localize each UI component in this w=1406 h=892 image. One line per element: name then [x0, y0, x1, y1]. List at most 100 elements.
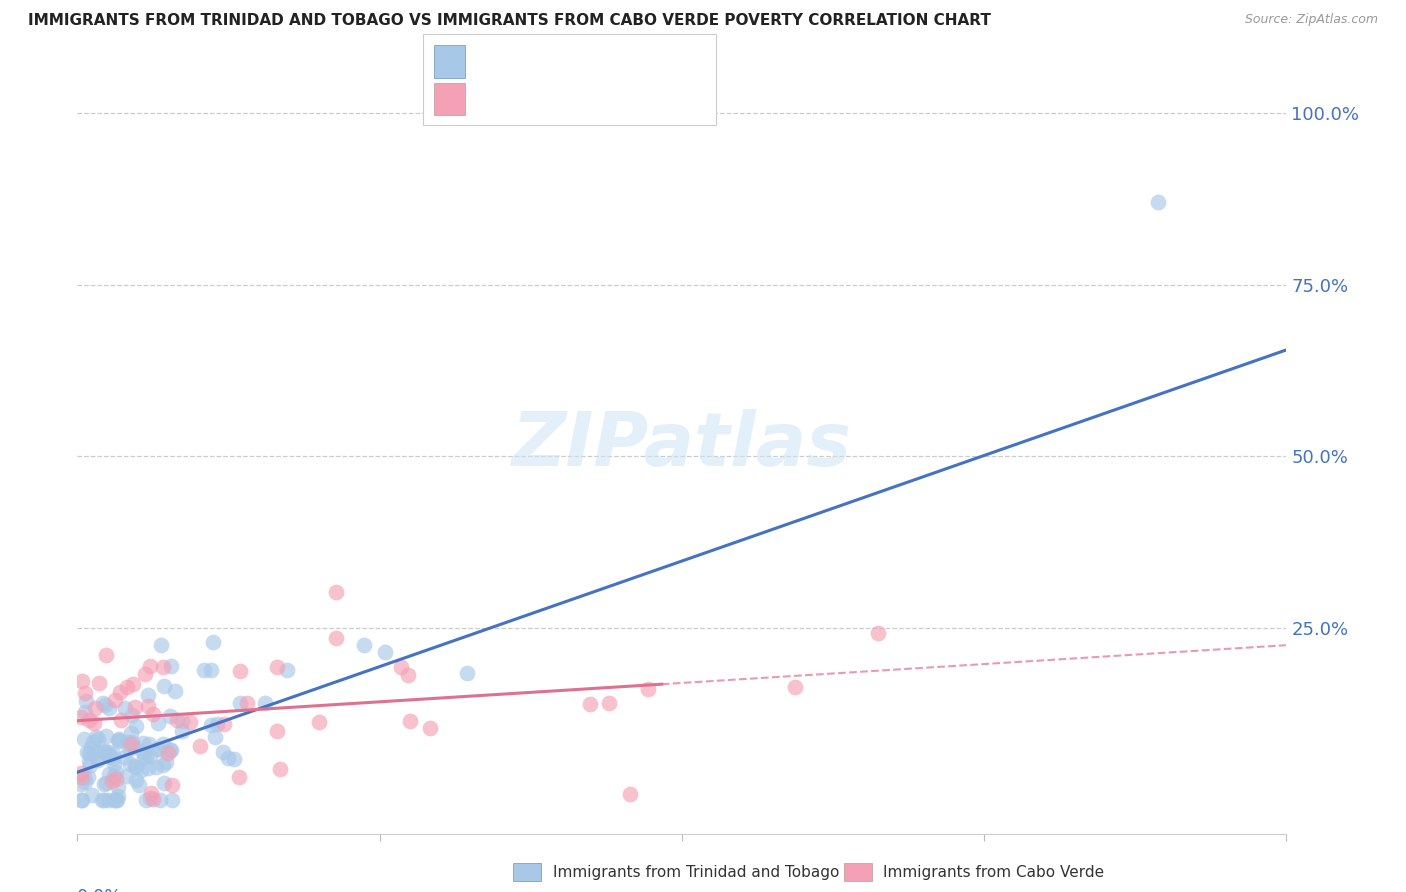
Point — [163, 684, 186, 698]
Point — [97, 793, 120, 807]
Point — [100, 773, 122, 788]
Point — [98, 701, 121, 715]
Point — [94, 729, 117, 743]
Point — [101, 747, 124, 762]
Point — [105, 793, 128, 807]
Point — [117, 680, 139, 694]
Point — [134, 751, 156, 765]
Point — [84, 744, 107, 758]
Point — [108, 734, 131, 748]
Point — [93, 793, 115, 807]
Point — [160, 778, 183, 792]
Point — [125, 772, 148, 787]
Point — [212, 717, 235, 731]
Point — [104, 693, 127, 707]
Point — [94, 744, 117, 758]
Point — [159, 743, 181, 757]
Point — [150, 638, 173, 652]
Point — [160, 793, 183, 807]
Point — [160, 658, 183, 673]
Point — [269, 762, 291, 776]
Point — [124, 759, 146, 773]
Text: Source: ZipAtlas.com: Source: ZipAtlas.com — [1244, 13, 1378, 27]
Point — [152, 659, 174, 673]
Point — [90, 793, 112, 807]
Point — [325, 585, 347, 599]
Point — [70, 793, 93, 807]
Text: N =  51: N = 51 — [575, 90, 643, 108]
Point — [145, 760, 167, 774]
Point — [308, 715, 330, 730]
Point — [138, 750, 160, 764]
Point — [70, 709, 93, 723]
Point — [82, 734, 104, 748]
Point — [75, 775, 97, 789]
Point — [114, 700, 136, 714]
Text: R =: R = — [474, 90, 510, 108]
Point — [93, 745, 115, 759]
Point — [84, 731, 107, 745]
Point — [79, 758, 101, 772]
Point — [212, 745, 235, 759]
Point — [136, 761, 159, 775]
Point — [139, 786, 162, 800]
Point — [228, 770, 250, 784]
Point — [105, 772, 128, 786]
Point — [139, 791, 162, 805]
Point — [456, 665, 478, 680]
Text: Immigrants from Trinidad and Tobago: Immigrants from Trinidad and Tobago — [553, 865, 839, 880]
Point — [76, 770, 98, 784]
Point — [75, 694, 97, 708]
Point — [419, 721, 441, 735]
Point — [135, 793, 157, 807]
Point — [149, 793, 172, 807]
Point — [107, 731, 129, 746]
Point — [110, 713, 132, 727]
Point — [134, 666, 156, 681]
Point — [148, 742, 170, 756]
Point — [117, 735, 139, 749]
Point — [142, 792, 165, 806]
Point — [229, 696, 252, 710]
Text: 0.0%: 0.0% — [77, 888, 122, 892]
Point — [135, 749, 157, 764]
Point — [83, 716, 105, 731]
Point — [77, 754, 100, 768]
Point — [107, 789, 129, 803]
Point — [94, 698, 117, 713]
Point — [91, 696, 114, 710]
Point — [70, 766, 93, 780]
Point — [86, 731, 108, 746]
Point — [115, 769, 138, 783]
Point — [159, 708, 181, 723]
Point — [73, 732, 96, 747]
Point — [76, 745, 98, 759]
Point — [170, 723, 193, 738]
Point — [136, 699, 159, 714]
Point — [87, 753, 110, 767]
Point — [129, 763, 152, 777]
Point — [70, 770, 93, 784]
Point — [598, 696, 620, 710]
Point — [204, 730, 226, 744]
Point — [80, 788, 103, 802]
Point — [179, 714, 201, 729]
Point — [205, 716, 228, 731]
Point — [155, 755, 177, 769]
Point — [156, 746, 179, 760]
Point — [120, 725, 142, 739]
Point — [868, 625, 890, 640]
Point — [266, 724, 288, 739]
Point — [399, 714, 422, 729]
Point — [86, 751, 108, 765]
Point — [619, 787, 641, 801]
Point — [783, 680, 806, 694]
Text: 0.646: 0.646 — [516, 51, 568, 69]
Point — [120, 737, 142, 751]
Point — [73, 705, 96, 719]
Point — [84, 701, 107, 715]
Point — [128, 778, 150, 792]
Point — [103, 768, 125, 782]
Point — [98, 767, 121, 781]
Point — [146, 741, 169, 756]
